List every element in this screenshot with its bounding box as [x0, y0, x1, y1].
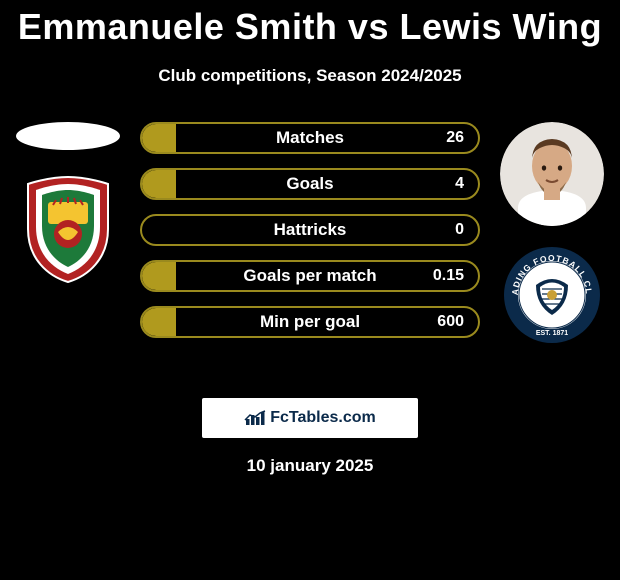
stat-bars: Matches 26 Goals 4 Hattricks 0 Goals per match…	[140, 122, 480, 338]
stat-bar-fill	[142, 308, 176, 336]
page-title: Emmanuele Smith vs Lewis Wing	[0, 0, 620, 48]
subtitle: Club competitions, Season 2024/2025	[0, 66, 620, 86]
stat-value-right: 26	[446, 129, 464, 147]
player-photo-icon	[500, 122, 604, 226]
source-label: FcTables.com	[270, 409, 376, 427]
right-club-logo: READING FOOTBALL CLUB EST. 1871	[502, 240, 602, 350]
left-club-logo	[18, 174, 118, 284]
snapshot-date: 10 january 2025	[0, 456, 620, 476]
reading-crest-icon: READING FOOTBALL CLUB EST. 1871	[502, 240, 602, 350]
stat-bar: Goals per match 0.15	[140, 260, 480, 292]
stat-bar-fill	[142, 124, 176, 152]
stat-bar: Hattricks 0	[140, 214, 480, 246]
stat-label: Min per goal	[260, 312, 360, 332]
stat-value-right: 4	[455, 175, 464, 193]
svg-text:EST. 1871: EST. 1871	[536, 330, 568, 337]
stat-label: Hattricks	[274, 220, 347, 240]
comparison-area: READING FOOTBALL CLUB EST. 1871 Matches 2…	[0, 122, 620, 382]
stat-label: Matches	[276, 128, 344, 148]
stat-bar: Matches 26	[140, 122, 480, 154]
stat-value-right: 0	[455, 221, 464, 239]
stat-value-right: 0.15	[433, 267, 464, 285]
stat-bar: Min per goal 600	[140, 306, 480, 338]
stat-bar: Goals 4	[140, 168, 480, 200]
stat-label: Goals per match	[243, 266, 376, 286]
right-player-column: READING FOOTBALL CLUB EST. 1871	[492, 122, 612, 350]
stat-bar-fill	[142, 262, 176, 290]
left-player-column	[8, 122, 128, 284]
stat-bar-fill	[142, 170, 176, 198]
stat-value-right: 600	[437, 313, 464, 331]
source-badge: FcTables.com	[202, 398, 418, 438]
wrexham-crest-icon	[18, 174, 118, 284]
stat-label: Goals	[286, 174, 333, 194]
chart-icon	[244, 409, 266, 427]
left-player-avatar-placeholder	[16, 122, 120, 150]
right-player-avatar	[500, 122, 604, 226]
